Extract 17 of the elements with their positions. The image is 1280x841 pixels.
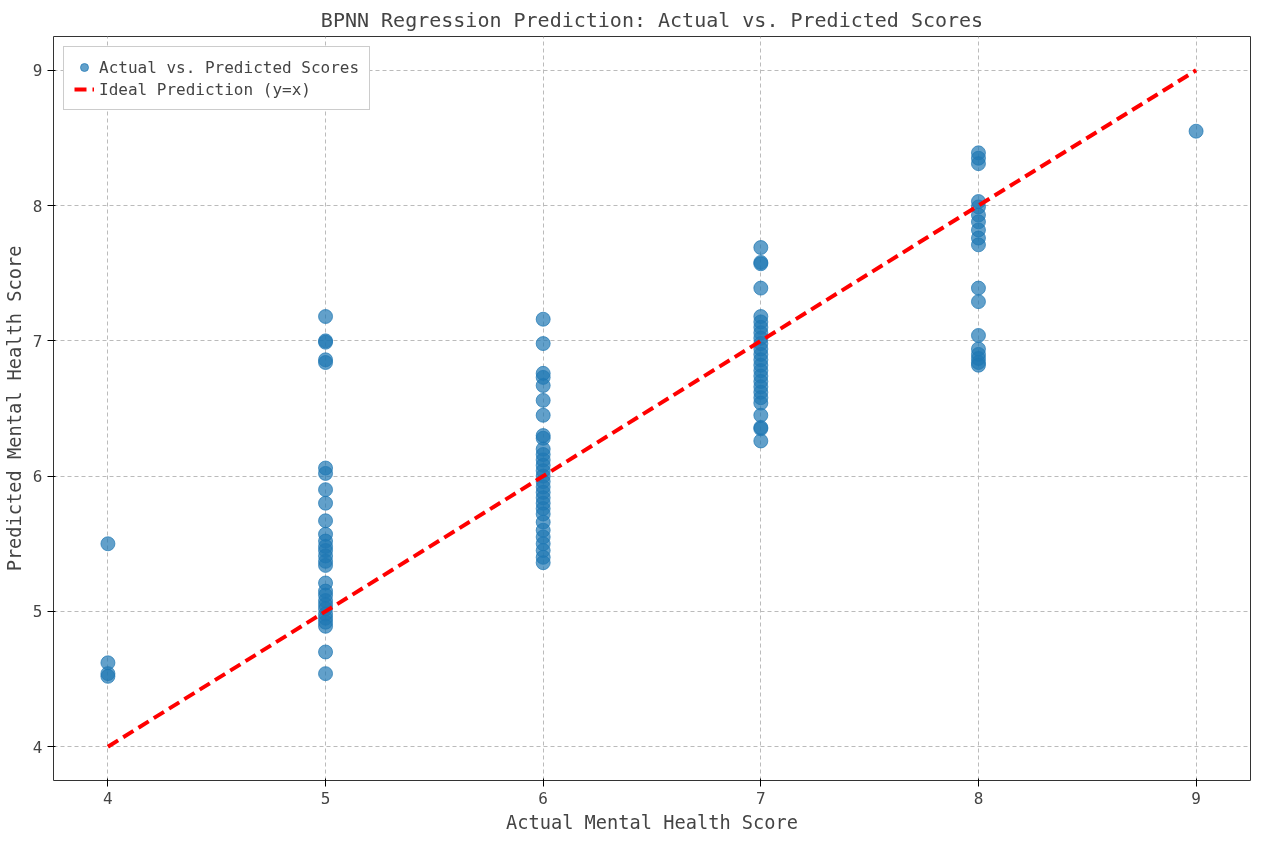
x-tick-label: 9 — [1191, 788, 1201, 808]
y-tick-label: 4 — [32, 737, 43, 757]
y-tick-label: 9 — [32, 61, 43, 81]
x-tick-label: 6 — [538, 788, 549, 808]
legend-label: Actual vs. Predicted Scores — [99, 57, 360, 77]
legend-label: Ideal Prediction (y=x) — [99, 79, 311, 99]
x-axis-title: Actual Mental Health Score — [505, 811, 799, 833]
y-tick-label: 6 — [32, 467, 43, 487]
x-tick-label: 4 — [103, 788, 113, 808]
x-tick-label: 8 — [973, 788, 984, 808]
y-tick-label: 7 — [32, 331, 43, 351]
x-tick-label: 5 — [320, 788, 331, 808]
x-tick-label: 7 — [756, 788, 766, 808]
y-tick-label: 8 — [32, 196, 43, 216]
y-tick-label: 5 — [32, 602, 43, 622]
y-axis-title: Predicted Mental Health Score — [3, 245, 25, 572]
chart-title: BPNN Regression Prediction: Actual vs. Predicted Scores — [320, 7, 984, 32]
